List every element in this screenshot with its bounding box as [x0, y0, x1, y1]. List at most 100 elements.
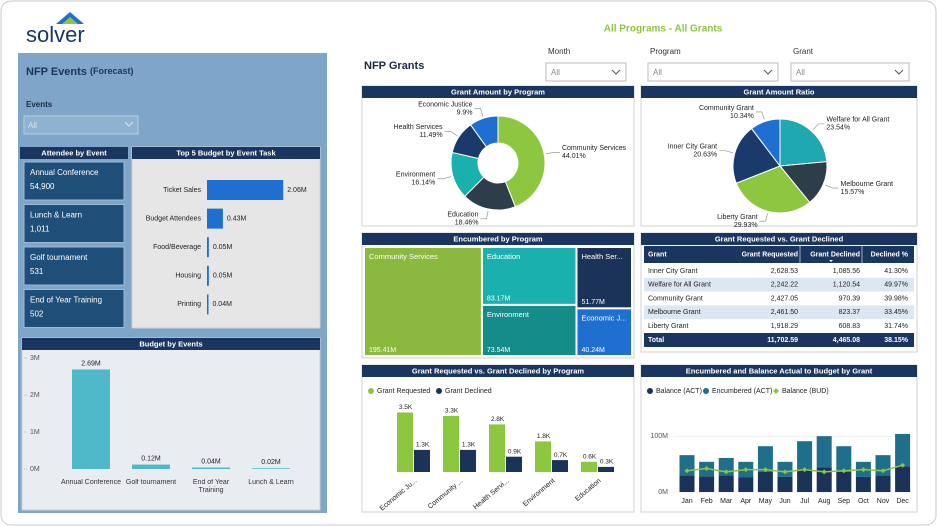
panel	[131, 146, 321, 329]
panel-header	[22, 338, 320, 350]
line-marker	[900, 462, 906, 468]
slice	[735, 165, 811, 214]
table-row	[644, 264, 914, 278]
filter-dropdown[interactable]	[647, 62, 779, 82]
data-label: 51.77M	[581, 299, 605, 306]
legend-label: Grant Requested	[377, 388, 430, 395]
bar-segment	[777, 476, 793, 492]
filter-dropdown[interactable]	[790, 62, 910, 82]
data-label: 44.01%	[562, 153, 586, 160]
bar-segment	[836, 446, 852, 472]
bar-segment	[757, 471, 773, 492]
bar	[192, 467, 230, 469]
data-label: 15.57%	[841, 189, 865, 196]
slice	[779, 161, 828, 204]
bar-segment	[855, 476, 871, 492]
legend-marker	[647, 388, 653, 394]
data-label: 1.8K	[537, 433, 551, 440]
card-name: End of Year Training	[30, 296, 102, 305]
panel-header	[20, 147, 128, 159]
card-value: 1,011	[30, 225, 50, 234]
y-tick-label: 1M	[30, 429, 40, 436]
filter-dropdown[interactable]	[545, 62, 627, 82]
kpi-card	[23, 289, 125, 328]
bar	[207, 237, 209, 258]
table-row	[644, 291, 914, 306]
table-cell: 2,461.50	[771, 309, 798, 316]
leader-line	[719, 150, 733, 154]
data-label: 0.43M	[227, 215, 247, 222]
panel-title: Encumbered and Balance Actual to Budget …	[686, 366, 873, 375]
filter-label: Month	[548, 47, 570, 56]
slice-label: Education	[447, 212, 478, 219]
page-header: All Programs - All Grants	[604, 24, 723, 35]
data-label: 73.54M	[487, 347, 511, 354]
y-tick-label: 2M	[30, 392, 40, 399]
tile	[482, 248, 576, 304]
y-tick-label: 3M	[30, 355, 40, 362]
slice-label: Economic Justice	[418, 102, 473, 109]
bar	[460, 449, 476, 472]
line-marker	[860, 467, 866, 473]
events-dropdown[interactable]	[23, 115, 139, 135]
panel-header	[362, 365, 634, 377]
slice	[497, 115, 546, 208]
y-tick-label: Budget Attendees	[146, 215, 202, 222]
tile-label: Community Services	[369, 252, 438, 261]
slice-label: Inner City Grant	[668, 143, 717, 150]
table-cell: 31.74%	[884, 323, 908, 330]
column-header: Grant Requested	[742, 251, 798, 258]
data-label: 83.17M	[487, 296, 511, 303]
data-label: 2.8K	[491, 416, 505, 423]
table-cell: 1,918.29	[771, 323, 798, 330]
line-marker	[802, 467, 808, 473]
panel-header	[641, 233, 917, 245]
y-tick-label: 100M	[650, 433, 668, 440]
logo: solver	[26, 22, 85, 47]
total-cell: 11,702.59	[767, 337, 798, 344]
tile-label: Economic J...	[581, 313, 626, 322]
legend-marker	[368, 388, 374, 394]
bar	[506, 456, 522, 472]
bar-segment	[875, 475, 891, 492]
table-total	[644, 333, 914, 347]
filter-label: Events	[26, 100, 53, 109]
leader-line	[825, 184, 839, 189]
kpi-card	[23, 246, 125, 286]
bar	[132, 464, 170, 469]
bar	[598, 466, 614, 472]
slice-label: Welfare for All Grant	[826, 117, 889, 124]
bar-segment	[895, 466, 911, 492]
panel-header	[641, 86, 917, 98]
legend-label: Balance (BUD)	[782, 388, 829, 395]
table-header	[644, 246, 914, 263]
table-cell: Inner City Grant	[648, 268, 697, 275]
panel-title: Grant Requested vs. Grant Declined	[715, 234, 844, 243]
bar-segment	[797, 469, 813, 492]
filter-value: All	[653, 68, 662, 77]
line-marker	[880, 468, 886, 474]
sort-arrow	[829, 260, 833, 262]
bar	[397, 412, 413, 472]
bar-segment	[699, 476, 715, 492]
slice-label: Community Grant	[699, 105, 754, 112]
bar	[535, 441, 551, 472]
bar-segment	[757, 446, 773, 472]
x-tick-label-text: Lunch & Learn	[248, 479, 294, 486]
bar	[207, 294, 209, 315]
x-tick-label: May	[759, 498, 773, 505]
chevron	[894, 69, 904, 75]
grants-title: NFP Grants	[364, 60, 424, 72]
x-tick-label: Nov	[877, 498, 890, 505]
data-label: 0.9K	[508, 448, 522, 455]
x-tick-label-text: Golf tournament	[125, 479, 177, 486]
card-name: Annual Conference	[30, 168, 99, 177]
table-cell: 39.98%	[884, 295, 908, 302]
bar-segment	[816, 436, 832, 468]
x-tick-label: Aug	[818, 498, 831, 505]
x-tick-label: Jul	[800, 498, 809, 505]
x-tick-label: Sep	[838, 498, 851, 505]
slice-label: Health Services	[394, 124, 444, 131]
legend-marker	[436, 388, 442, 394]
panel-header	[132, 147, 320, 159]
